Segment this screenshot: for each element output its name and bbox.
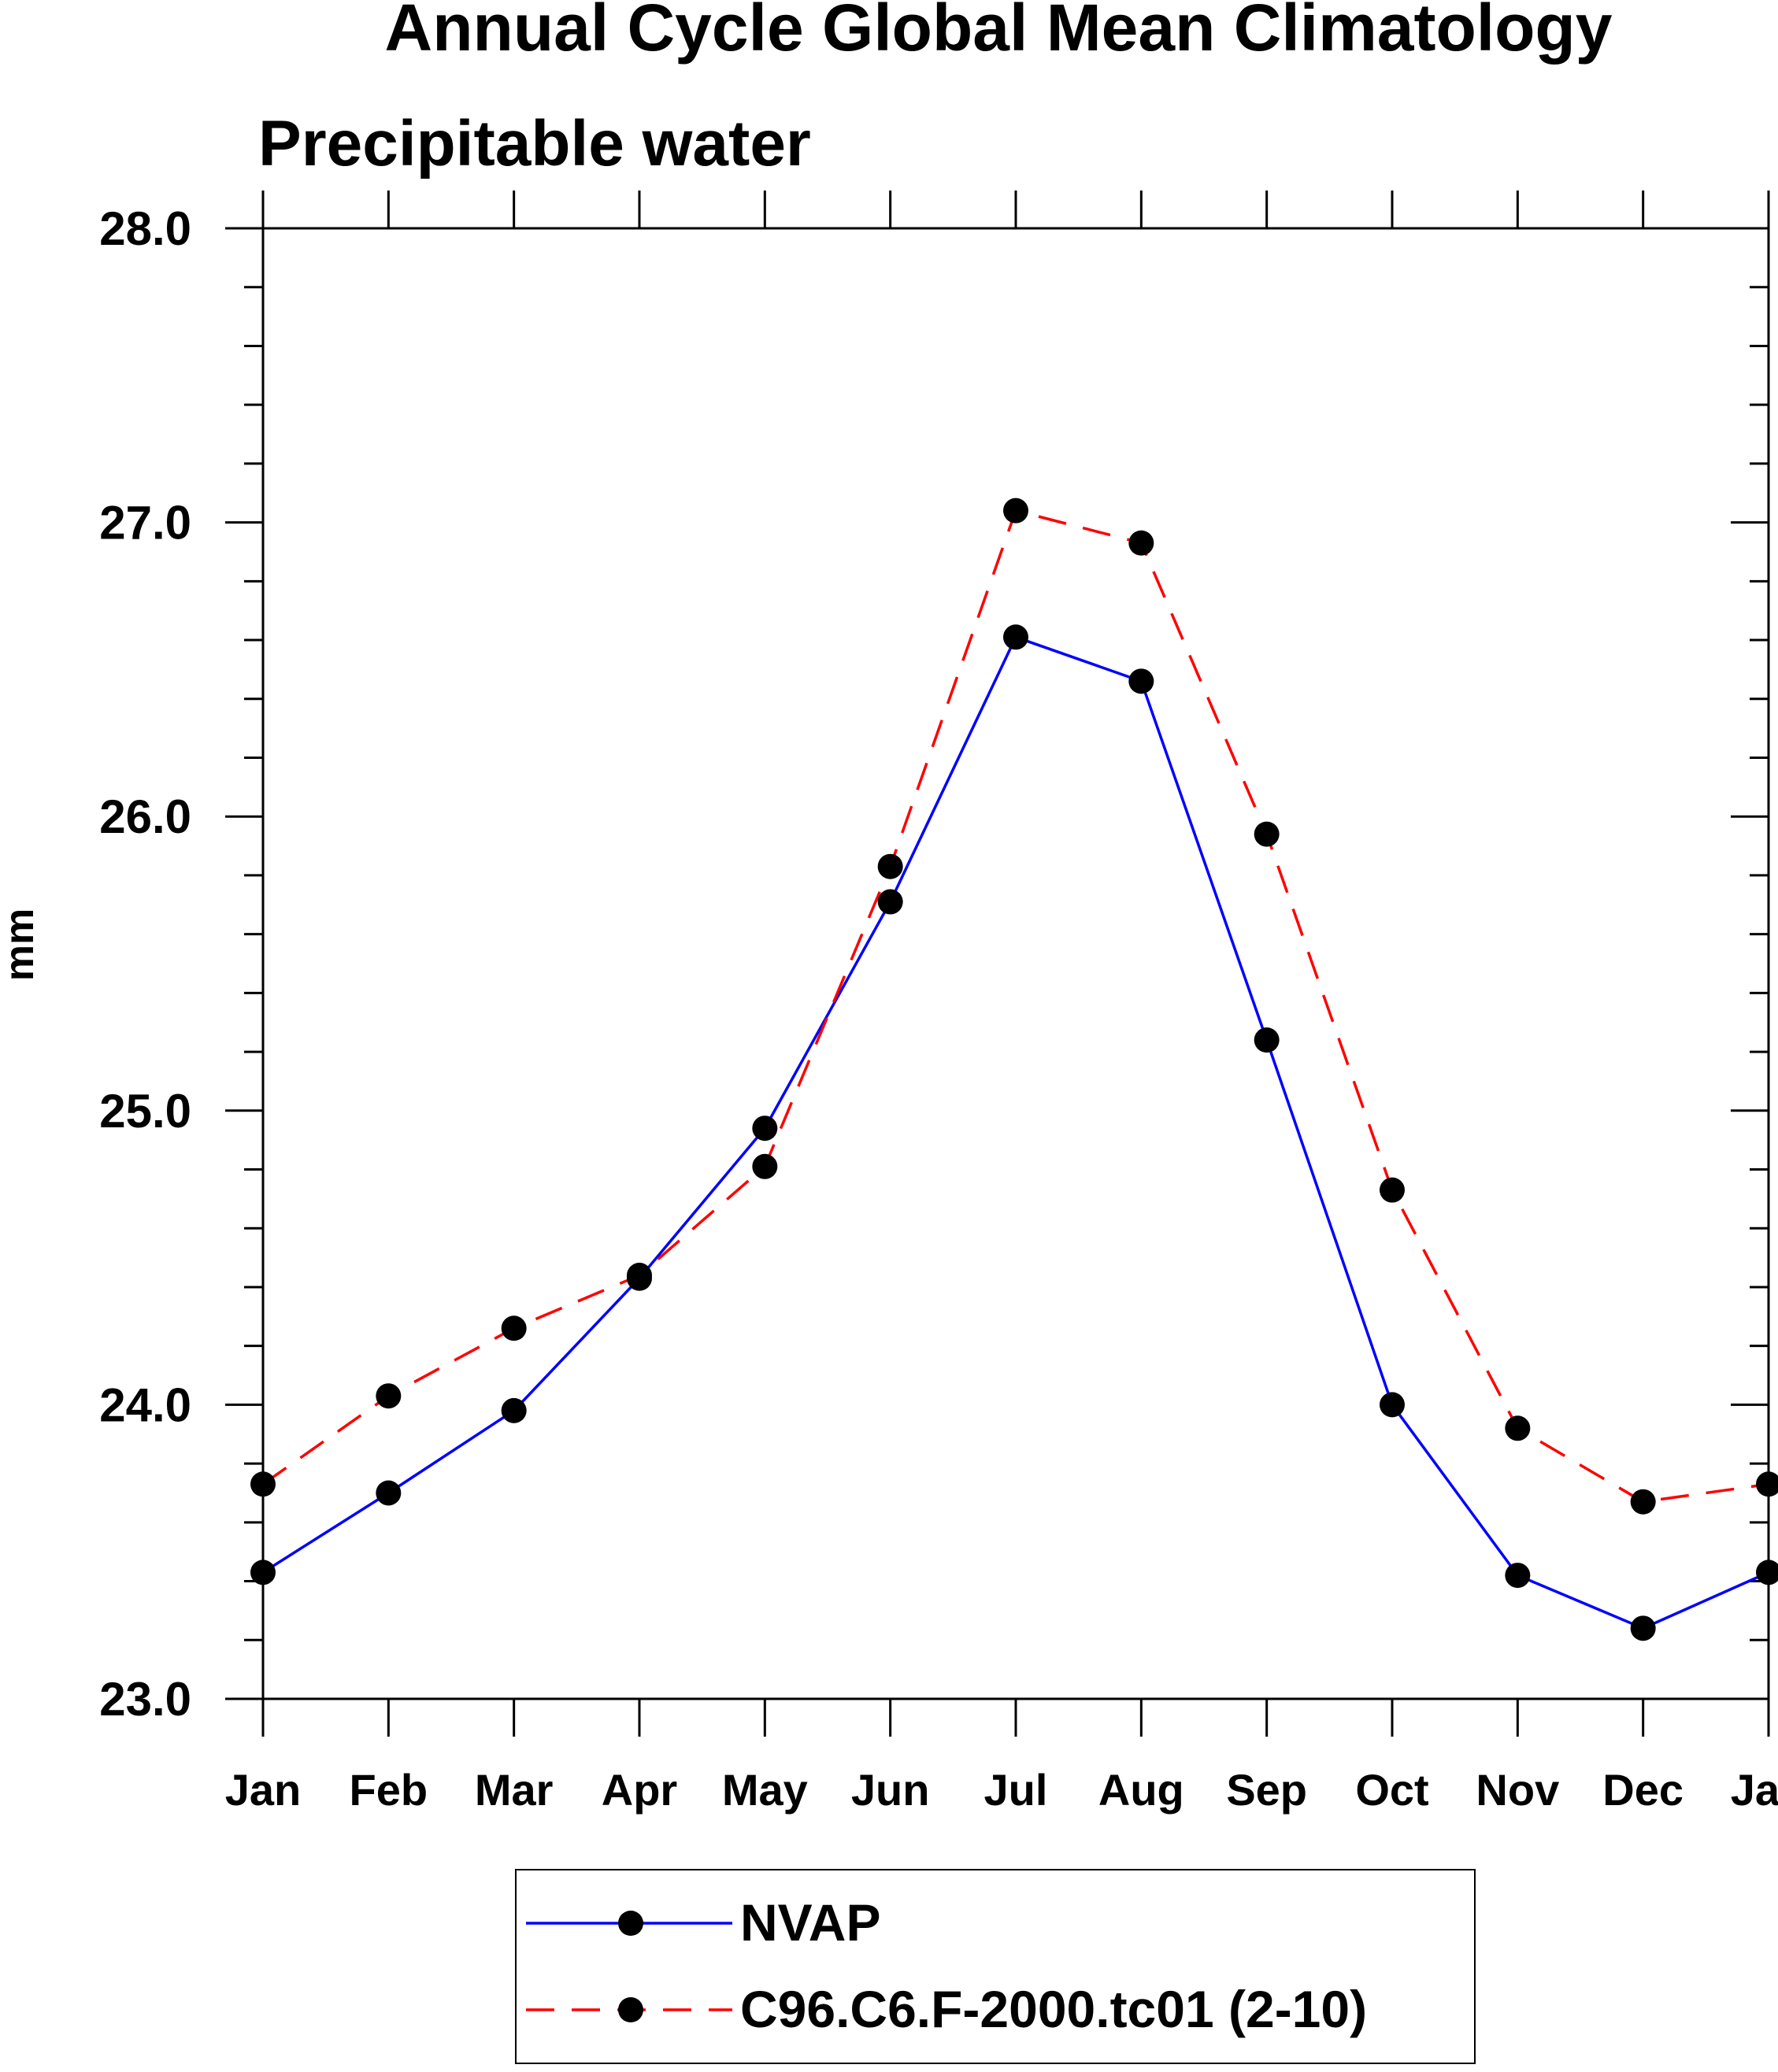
x-tick-label: Mar (475, 1765, 554, 1815)
legend-label-2: C96.C6.F-2000.tc01 (2-10) (740, 1980, 1367, 2038)
x-tick-label: Aug (1098, 1765, 1184, 1815)
series-1-point (1380, 1392, 1405, 1418)
y-tick-label: 25.0 (99, 1085, 191, 1138)
y-axis-label: mm (0, 908, 43, 981)
series-2-point (250, 1471, 276, 1497)
series-line-2 (261, 509, 1769, 1504)
x-tick-label: Dec (1602, 1765, 1684, 1815)
x-tick-label: May (722, 1765, 808, 1815)
x-tick-label: Jan (1731, 1765, 1778, 1815)
axes: 23.0 24.0 25.0 26.0 27.0 28.0 Jan Feb Mar Apr May J… (99, 191, 1778, 1815)
series-2-point (1254, 821, 1280, 847)
series-1-point (1756, 1560, 1778, 1585)
legend-box (515, 1869, 1476, 2064)
series-1-point (1505, 1563, 1531, 1589)
series-2-point (877, 853, 903, 879)
series-2-point (1128, 530, 1154, 556)
series-2-point (1756, 1471, 1778, 1497)
plot-frame (261, 227, 1770, 1700)
x-tick-label: Jul (984, 1765, 1048, 1815)
series-1-point (1254, 1027, 1280, 1053)
legend: NVAP C96.C6.F-2000.tc01 (2-10) (526, 1893, 1367, 2038)
x-tick-label: Oct (1355, 1765, 1428, 1815)
legend-marker-2 (618, 1997, 643, 2022)
x-tick-label: Jan (225, 1765, 302, 1815)
series-2-point (1003, 498, 1028, 524)
series-2-point (627, 1263, 652, 1289)
series-1-point (376, 1480, 402, 1506)
y-tick-label: 24.0 (99, 1378, 191, 1431)
series-1-point (877, 889, 903, 915)
y-tick-label: 23.0 (99, 1673, 191, 1726)
y-tick-label: 26.0 (99, 790, 191, 843)
series-1-point (1630, 1615, 1656, 1641)
series-layer (250, 498, 1778, 1641)
legend-label-1: NVAP (740, 1893, 880, 1952)
chart-subtitle: Precipitable water (258, 108, 811, 179)
x-tick-label: Nov (1476, 1765, 1559, 1815)
series-1-point (501, 1397, 527, 1423)
series-2-point (501, 1315, 527, 1341)
series-1-point (1003, 624, 1028, 650)
series-2-point (752, 1153, 778, 1179)
x-tick-label: Apr (602, 1765, 677, 1815)
series-1-point (250, 1560, 276, 1585)
series-2-point (1380, 1177, 1405, 1203)
x-tick-label: Sep (1226, 1765, 1307, 1815)
x-tick-label: Jun (851, 1765, 930, 1815)
chart-title: Annual Cycle Global Mean Climatology (385, 0, 1613, 65)
y-tick-label: 28.0 (99, 202, 191, 255)
series-line-1 (262, 635, 1769, 1630)
series-1-point (752, 1116, 778, 1141)
series-2-point (1505, 1415, 1531, 1441)
series-2-point (1630, 1489, 1656, 1515)
x-tick-label: Feb (350, 1765, 428, 1815)
legend-marker-1 (618, 1911, 643, 1936)
series-2-point (376, 1383, 402, 1409)
series-1-point (1128, 668, 1154, 694)
y-tick-label: 27.0 (99, 497, 191, 549)
